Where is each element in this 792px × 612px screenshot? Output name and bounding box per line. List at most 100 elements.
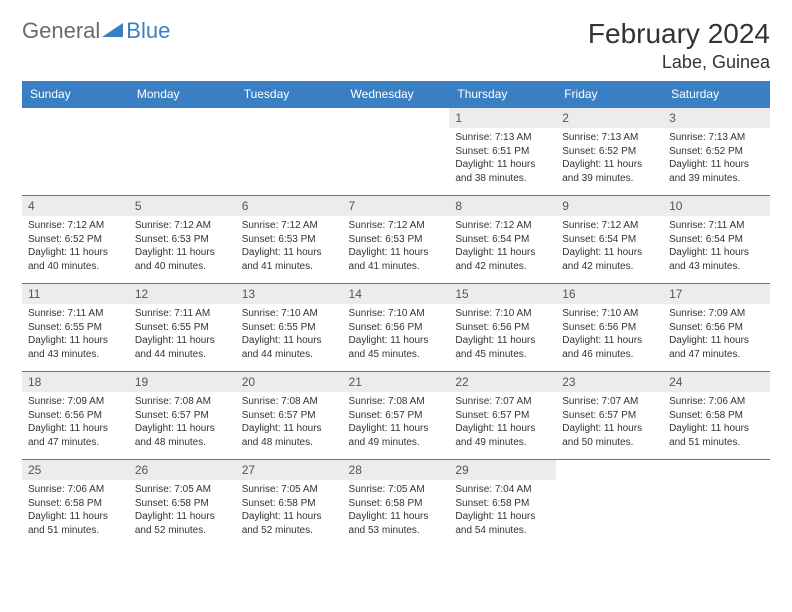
day-header-tuesday: Tuesday [236, 81, 343, 108]
day-content: Sunrise: 7:06 AMSunset: 6:58 PMDaylight:… [22, 480, 129, 541]
day-cell-24: 24Sunrise: 7:06 AMSunset: 6:58 PMDayligh… [663, 372, 770, 460]
day-number: 1 [449, 108, 556, 128]
day-number: 2 [556, 108, 663, 128]
day-content: Sunrise: 7:11 AMSunset: 6:54 PMDaylight:… [663, 216, 770, 277]
day-cell-9: 9Sunrise: 7:12 AMSunset: 6:54 PMDaylight… [556, 196, 663, 284]
day-header-sunday: Sunday [22, 81, 129, 108]
day-header-saturday: Saturday [663, 81, 770, 108]
day-cell-4: 4Sunrise: 7:12 AMSunset: 6:52 PMDaylight… [22, 196, 129, 284]
day-content: Sunrise: 7:08 AMSunset: 6:57 PMDaylight:… [236, 392, 343, 453]
day-number: 13 [236, 284, 343, 304]
day-content: Sunrise: 7:08 AMSunset: 6:57 PMDaylight:… [129, 392, 236, 453]
day-number: 8 [449, 196, 556, 216]
day-header-monday: Monday [129, 81, 236, 108]
day-number: 16 [556, 284, 663, 304]
location: Labe, Guinea [588, 52, 770, 73]
empty-cell [663, 460, 770, 548]
day-content: Sunrise: 7:12 AMSunset: 6:54 PMDaylight:… [449, 216, 556, 277]
empty-cell [236, 108, 343, 196]
day-content: Sunrise: 7:13 AMSunset: 6:52 PMDaylight:… [663, 128, 770, 189]
logo: General Blue [22, 18, 170, 44]
day-content: Sunrise: 7:09 AMSunset: 6:56 PMDaylight:… [663, 304, 770, 365]
day-number: 11 [22, 284, 129, 304]
day-content: Sunrise: 7:10 AMSunset: 6:56 PMDaylight:… [343, 304, 450, 365]
day-cell-20: 20Sunrise: 7:08 AMSunset: 6:57 PMDayligh… [236, 372, 343, 460]
day-number: 3 [663, 108, 770, 128]
day-content: Sunrise: 7:10 AMSunset: 6:55 PMDaylight:… [236, 304, 343, 365]
day-cell-15: 15Sunrise: 7:10 AMSunset: 6:56 PMDayligh… [449, 284, 556, 372]
day-number: 12 [129, 284, 236, 304]
day-cell-12: 12Sunrise: 7:11 AMSunset: 6:55 PMDayligh… [129, 284, 236, 372]
day-number: 20 [236, 372, 343, 392]
day-cell-27: 27Sunrise: 7:05 AMSunset: 6:58 PMDayligh… [236, 460, 343, 548]
calendar-row: 1Sunrise: 7:13 AMSunset: 6:51 PMDaylight… [22, 108, 770, 196]
day-cell-19: 19Sunrise: 7:08 AMSunset: 6:57 PMDayligh… [129, 372, 236, 460]
day-content: Sunrise: 7:12 AMSunset: 6:52 PMDaylight:… [22, 216, 129, 277]
day-cell-26: 26Sunrise: 7:05 AMSunset: 6:58 PMDayligh… [129, 460, 236, 548]
calendar-body: 1Sunrise: 7:13 AMSunset: 6:51 PMDaylight… [22, 108, 770, 548]
day-content: Sunrise: 7:08 AMSunset: 6:57 PMDaylight:… [343, 392, 450, 453]
day-cell-2: 2Sunrise: 7:13 AMSunset: 6:52 PMDaylight… [556, 108, 663, 196]
calendar-row: 11Sunrise: 7:11 AMSunset: 6:55 PMDayligh… [22, 284, 770, 372]
day-header-thursday: Thursday [449, 81, 556, 108]
empty-cell [22, 108, 129, 196]
day-number: 9 [556, 196, 663, 216]
day-content: Sunrise: 7:05 AMSunset: 6:58 PMDaylight:… [129, 480, 236, 541]
day-content: Sunrise: 7:12 AMSunset: 6:53 PMDaylight:… [129, 216, 236, 277]
day-number: 4 [22, 196, 129, 216]
day-number: 19 [129, 372, 236, 392]
day-content: Sunrise: 7:04 AMSunset: 6:58 PMDaylight:… [449, 480, 556, 541]
day-cell-10: 10Sunrise: 7:11 AMSunset: 6:54 PMDayligh… [663, 196, 770, 284]
day-cell-13: 13Sunrise: 7:10 AMSunset: 6:55 PMDayligh… [236, 284, 343, 372]
day-number: 14 [343, 284, 450, 304]
day-header-row: SundayMondayTuesdayWednesdayThursdayFrid… [22, 81, 770, 108]
day-number: 25 [22, 460, 129, 480]
day-content: Sunrise: 7:10 AMSunset: 6:56 PMDaylight:… [556, 304, 663, 365]
day-content: Sunrise: 7:11 AMSunset: 6:55 PMDaylight:… [129, 304, 236, 365]
calendar-table: SundayMondayTuesdayWednesdayThursdayFrid… [22, 81, 770, 548]
day-cell-29: 29Sunrise: 7:04 AMSunset: 6:58 PMDayligh… [449, 460, 556, 548]
day-header-friday: Friday [556, 81, 663, 108]
day-cell-23: 23Sunrise: 7:07 AMSunset: 6:57 PMDayligh… [556, 372, 663, 460]
day-number: 18 [22, 372, 129, 392]
calendar-row: 25Sunrise: 7:06 AMSunset: 6:58 PMDayligh… [22, 460, 770, 548]
month-title: February 2024 [588, 18, 770, 50]
day-content: Sunrise: 7:12 AMSunset: 6:53 PMDaylight:… [343, 216, 450, 277]
calendar-row: 18Sunrise: 7:09 AMSunset: 6:56 PMDayligh… [22, 372, 770, 460]
day-cell-21: 21Sunrise: 7:08 AMSunset: 6:57 PMDayligh… [343, 372, 450, 460]
day-content: Sunrise: 7:10 AMSunset: 6:56 PMDaylight:… [449, 304, 556, 365]
day-cell-17: 17Sunrise: 7:09 AMSunset: 6:56 PMDayligh… [663, 284, 770, 372]
empty-cell [556, 460, 663, 548]
day-header-wednesday: Wednesday [343, 81, 450, 108]
day-cell-18: 18Sunrise: 7:09 AMSunset: 6:56 PMDayligh… [22, 372, 129, 460]
day-content: Sunrise: 7:13 AMSunset: 6:51 PMDaylight:… [449, 128, 556, 189]
day-content: Sunrise: 7:06 AMSunset: 6:58 PMDaylight:… [663, 392, 770, 453]
day-number: 5 [129, 196, 236, 216]
day-content: Sunrise: 7:05 AMSunset: 6:58 PMDaylight:… [343, 480, 450, 541]
day-cell-3: 3Sunrise: 7:13 AMSunset: 6:52 PMDaylight… [663, 108, 770, 196]
day-number: 7 [343, 196, 450, 216]
day-cell-11: 11Sunrise: 7:11 AMSunset: 6:55 PMDayligh… [22, 284, 129, 372]
day-cell-28: 28Sunrise: 7:05 AMSunset: 6:58 PMDayligh… [343, 460, 450, 548]
day-cell-5: 5Sunrise: 7:12 AMSunset: 6:53 PMDaylight… [129, 196, 236, 284]
day-cell-25: 25Sunrise: 7:06 AMSunset: 6:58 PMDayligh… [22, 460, 129, 548]
day-number: 22 [449, 372, 556, 392]
day-number: 15 [449, 284, 556, 304]
title-block: February 2024 Labe, Guinea [588, 18, 770, 73]
day-number: 23 [556, 372, 663, 392]
day-content: Sunrise: 7:09 AMSunset: 6:56 PMDaylight:… [22, 392, 129, 453]
day-number: 27 [236, 460, 343, 480]
day-number: 17 [663, 284, 770, 304]
empty-cell [129, 108, 236, 196]
day-cell-6: 6Sunrise: 7:12 AMSunset: 6:53 PMDaylight… [236, 196, 343, 284]
day-content: Sunrise: 7:12 AMSunset: 6:54 PMDaylight:… [556, 216, 663, 277]
day-number: 28 [343, 460, 450, 480]
triangle-icon [102, 20, 124, 43]
day-number: 24 [663, 372, 770, 392]
day-content: Sunrise: 7:12 AMSunset: 6:53 PMDaylight:… [236, 216, 343, 277]
day-cell-16: 16Sunrise: 7:10 AMSunset: 6:56 PMDayligh… [556, 284, 663, 372]
day-content: Sunrise: 7:07 AMSunset: 6:57 PMDaylight:… [556, 392, 663, 453]
logo-text-blue: Blue [126, 18, 170, 44]
empty-cell [343, 108, 450, 196]
logo-text-general: General [22, 18, 100, 44]
